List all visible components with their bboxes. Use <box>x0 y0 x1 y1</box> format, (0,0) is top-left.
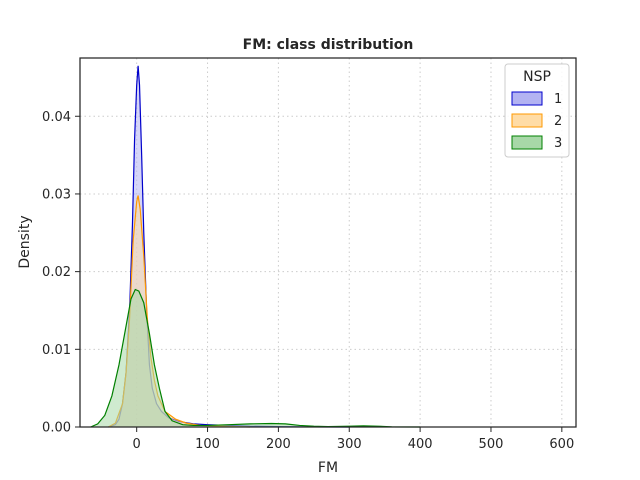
x-tick-label: 500 <box>479 437 504 452</box>
y-tick-label: 0.04 <box>42 110 71 125</box>
legend-label-1: 1 <box>554 92 562 107</box>
y-axis-ticks: 0.00 0.01 0.02 0.03 0.04 <box>42 110 80 436</box>
y-tick-label: 0.01 <box>42 343 71 358</box>
plot-frame <box>79 57 577 428</box>
y-tick-label: 0.03 <box>42 187 71 202</box>
y-axis-label: Density <box>17 215 33 268</box>
grid <box>80 58 576 428</box>
y-tick-label: 0.00 <box>42 421 71 436</box>
legend-swatch-1 <box>511 91 543 106</box>
series-layer <box>90 65 421 428</box>
legend-title: NSP <box>523 69 551 85</box>
x-tick-label: 0 <box>133 437 141 452</box>
legend: NSP 1 2 3 <box>504 63 570 158</box>
x-tick-label: 600 <box>549 437 574 452</box>
legend-box <box>504 63 570 158</box>
x-tick-label: 100 <box>195 437 220 452</box>
chart-title: FM: class distribution <box>243 37 414 53</box>
x-tick-label: 400 <box>408 437 433 452</box>
x-tick-label: 300 <box>337 437 362 452</box>
x-axis-label: FM <box>318 460 338 476</box>
density-area-3 <box>90 289 421 427</box>
y-tick-label: 0.02 <box>42 265 71 280</box>
legend-swatch-3 <box>511 135 543 150</box>
legend-swatch-2 <box>511 113 543 128</box>
x-axis-ticks: 0 100 200 300 400 500 600 <box>133 427 574 452</box>
x-tick-label: 200 <box>266 437 291 452</box>
legend-label-3: 3 <box>554 136 562 151</box>
legend-label-2: 2 <box>554 114 562 129</box>
